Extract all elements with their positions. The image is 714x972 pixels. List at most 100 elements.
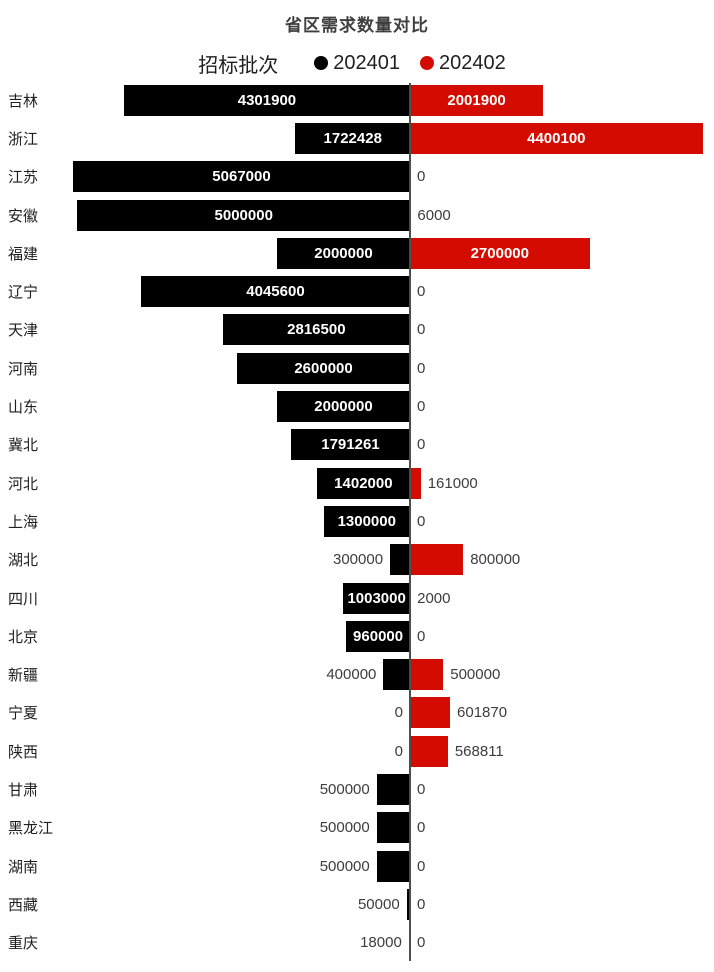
bar-202402[interactable] <box>410 735 448 767</box>
plot-zone-right: 2000 <box>410 582 714 614</box>
bar-202401[interactable] <box>406 888 410 920</box>
value-label: 5000000 <box>214 206 273 224</box>
plot-zone-left: 4045600 <box>62 276 410 308</box>
value-label: 500000 <box>450 666 501 684</box>
bar-202401[interactable] <box>376 812 410 844</box>
bar-202401[interactable]: 1402000 <box>316 467 410 499</box>
value-label: 500000 <box>319 819 370 837</box>
value-label: 2000 <box>417 589 451 607</box>
bar-202401[interactable]: 4045600 <box>140 276 410 308</box>
value-label: 1300000 <box>337 512 396 530</box>
value-label: 0 <box>417 436 426 454</box>
bar-202401[interactable]: 2000000 <box>276 237 410 269</box>
plot-zone-right: 601870 <box>410 697 714 729</box>
bar-202402[interactable] <box>410 544 464 576</box>
chart-row: 福建 2000000 2700000 <box>0 234 714 272</box>
category-label: 天津 <box>8 322 39 340</box>
value-label: 161000 <box>427 474 478 492</box>
value-label: 0 <box>417 819 426 837</box>
bar-202402[interactable]: 2001900 <box>410 84 544 116</box>
plot-zone-left: 2000000 <box>62 391 410 423</box>
category-label: 浙江 <box>8 130 39 148</box>
legend-dot-icon <box>314 56 329 70</box>
plot-zone-left: 960000 <box>62 620 410 652</box>
bar-202401[interactable] <box>383 659 410 691</box>
bar-202401[interactable]: 960000 <box>346 620 410 652</box>
value-label: 2700000 <box>470 244 529 262</box>
bar-202401[interactable]: 5067000 <box>73 161 410 193</box>
chart-title: 省区需求数量对比 <box>285 16 429 35</box>
plot-zone-left: 0 <box>62 736 410 767</box>
plot-zone-right: 800000 <box>410 544 714 576</box>
bar-202402[interactable] <box>410 659 444 691</box>
bar-202401[interactable]: 4301900 <box>123 84 410 116</box>
plot-zone-left: 1402000 <box>62 467 410 499</box>
plot-zone-right: 500000 <box>410 659 714 691</box>
plot-zone-left: 4301900 <box>62 84 410 116</box>
bar-202402[interactable]: 4400100 <box>410 122 703 154</box>
bar-202401[interactable]: 1722428 <box>295 122 410 154</box>
bar-202401[interactable]: 2816500 <box>222 314 410 346</box>
value-label: 1791261 <box>321 436 380 454</box>
chart-row: 湖北 300000 800000 <box>0 541 714 579</box>
plot-zone-left: 0 <box>62 697 410 728</box>
category-label: 西藏 <box>8 896 39 914</box>
plot-zone-right: 0 <box>410 429 714 460</box>
legend-item-label: 202401 <box>333 51 400 74</box>
chart-row: 天津 2816500 0 <box>0 311 714 349</box>
value-label: 500000 <box>319 780 370 798</box>
bar-202401[interactable]: 1300000 <box>323 505 410 537</box>
category-label: 甘肃 <box>8 781 39 799</box>
bar-202402[interactable] <box>410 697 451 729</box>
plot-zone-right: 0 <box>410 889 714 920</box>
category-label: 湖南 <box>8 858 39 876</box>
bar-202401[interactable]: 5000000 <box>77 199 410 231</box>
chart-row: 陕西 0 568811 <box>0 732 714 770</box>
plot-zone-left: 2000000 <box>62 237 410 269</box>
plot-zone-left: 18000 <box>62 927 410 959</box>
chart-row: 重庆 18000 0 <box>0 924 714 962</box>
bar-202401[interactable]: 1791261 <box>290 429 410 461</box>
category-label: 上海 <box>8 513 39 531</box>
value-label: 1402000 <box>334 474 393 492</box>
value-label: 0 <box>394 704 403 722</box>
plot-zone-left: 1300000 <box>62 505 410 537</box>
value-label: 0 <box>417 627 426 645</box>
category-label: 河北 <box>8 475 39 493</box>
value-label: 4301900 <box>237 91 297 109</box>
category-label: 湖北 <box>8 552 39 570</box>
value-label: 0 <box>417 321 426 339</box>
value-label: 4045600 <box>246 283 305 301</box>
plot-zone-left: 500000 <box>62 773 410 805</box>
legend-item-202401[interactable]: 202401 <box>314 52 400 75</box>
value-label: 5067000 <box>212 168 271 186</box>
value-label: 0 <box>417 895 426 913</box>
legend-item-202402[interactable]: 202402 <box>420 52 506 75</box>
plot-zone-left: 500000 <box>62 850 410 882</box>
value-label: 568811 <box>454 742 504 760</box>
plot-zone-right: 2700000 <box>410 237 714 269</box>
bar-202401[interactable]: 1003000 <box>343 582 410 614</box>
plot-zone-right: 0 <box>410 774 714 805</box>
bar-202402[interactable]: 2700000 <box>410 237 590 269</box>
bar-202401[interactable]: 2000000 <box>276 391 410 423</box>
plot-zone-right: 0 <box>410 851 714 882</box>
bar-202401[interactable]: 2600000 <box>237 352 410 384</box>
legend-title: 招标批次 <box>198 54 279 77</box>
chart-row: 辽宁 4045600 0 <box>0 272 714 310</box>
chart-row: 河南 2600000 0 <box>0 349 714 387</box>
bar-202401[interactable] <box>376 850 410 882</box>
bar-202401[interactable] <box>376 773 410 805</box>
category-label: 北京 <box>8 628 39 646</box>
plot-zone-right: 161000 <box>410 467 714 499</box>
bar-202401[interactable] <box>390 544 410 576</box>
plot-zone-right: 0 <box>410 314 714 345</box>
category-label: 江苏 <box>8 169 39 187</box>
category-label: 冀北 <box>8 437 39 455</box>
bar-202402[interactable] <box>410 467 421 499</box>
chart-row: 河北 1402000 161000 <box>0 464 714 502</box>
value-label: 1722428 <box>323 129 382 147</box>
plot-zone-right: 0 <box>410 812 714 843</box>
chart-row: 吉林 4301900 2001900 <box>0 81 714 119</box>
